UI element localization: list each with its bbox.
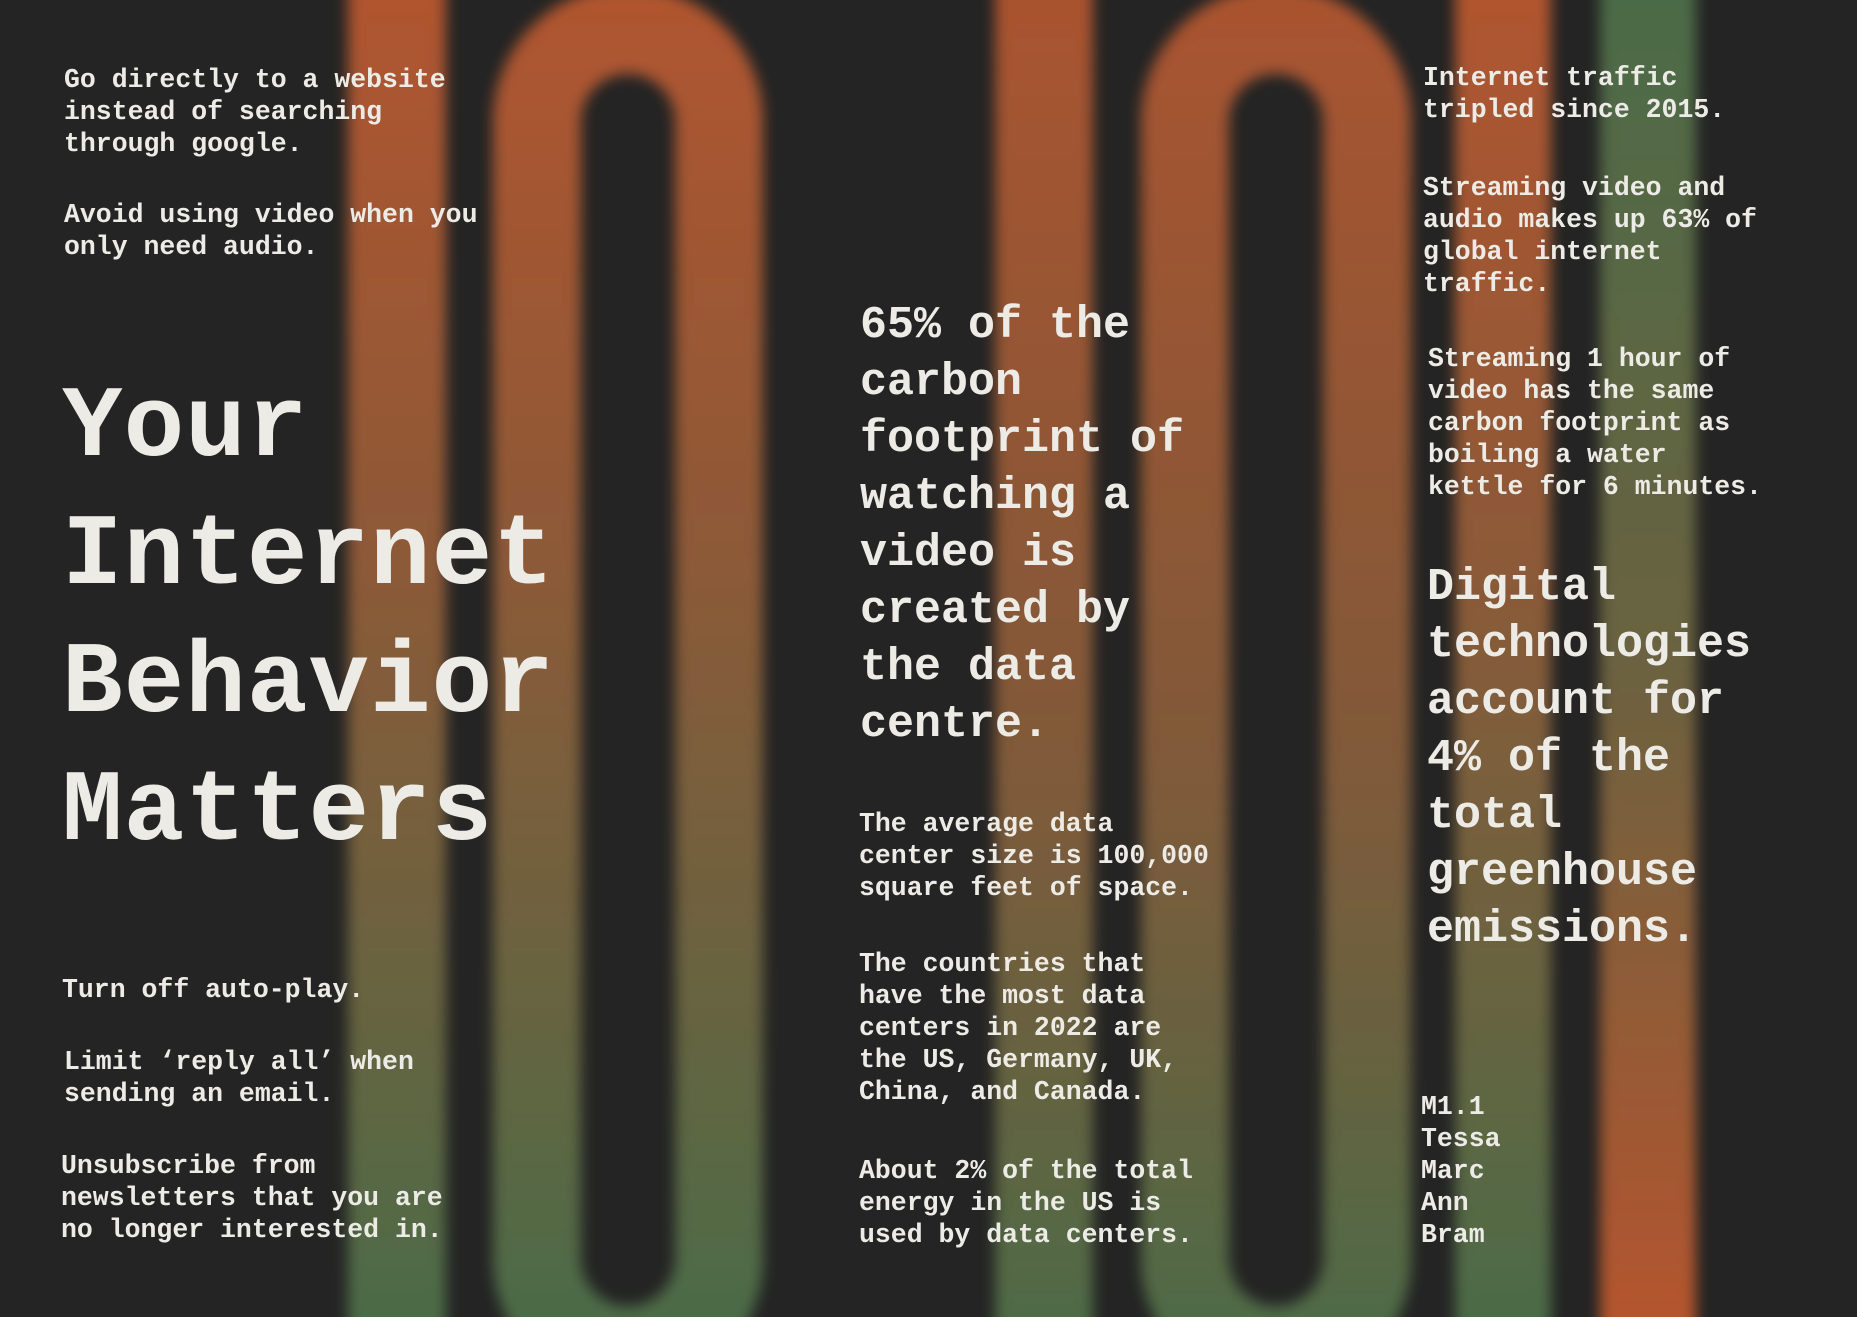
fact-kettle-comparison: Streaming 1 hour of video has the same c… xyxy=(1428,344,1762,502)
fact-carbon-footprint: 65% of the carbon footprint of watching … xyxy=(860,300,1185,750)
credits: M1.1 Tessa Marc Ann Bram xyxy=(1421,1092,1501,1250)
tip-reply-all: Limit ‘reply all’ when sending an email. xyxy=(64,1047,414,1109)
poster-title: Your Internet Behavior Matters xyxy=(62,372,555,870)
fact-greenhouse-emissions: Digital technologies account for 4% of t… xyxy=(1427,562,1752,955)
left-vertical-bar xyxy=(348,0,446,1317)
right-green-bar xyxy=(1600,0,1696,1317)
middle-vertical-bar xyxy=(995,0,1093,1317)
tip-go-directly: Go directly to a website instead of sear… xyxy=(64,65,446,159)
left-zero-ring xyxy=(493,0,763,1317)
tip-avoid-video: Avoid using video when you only need aud… xyxy=(64,200,478,262)
tip-unsubscribe: Unsubscribe from newsletters that you ar… xyxy=(61,1151,443,1245)
fact-streaming-share: Streaming video and audio makes up 63% o… xyxy=(1423,173,1757,299)
blurred-bars xyxy=(348,0,1696,1317)
right-orange-bar xyxy=(1455,0,1551,1317)
fact-data-center-countries: The countries that have the most data ce… xyxy=(859,949,1178,1107)
fact-energy-usage: About 2% of the total energy in the US i… xyxy=(859,1156,1193,1250)
right-zero-ring xyxy=(1141,0,1411,1317)
fact-data-center-size: The average data center size is 100,000 … xyxy=(859,809,1209,903)
tip-auto-play: Turn off auto-play. xyxy=(62,975,365,1005)
fact-internet-traffic: Internet traffic tripled since 2015. xyxy=(1423,63,1726,125)
